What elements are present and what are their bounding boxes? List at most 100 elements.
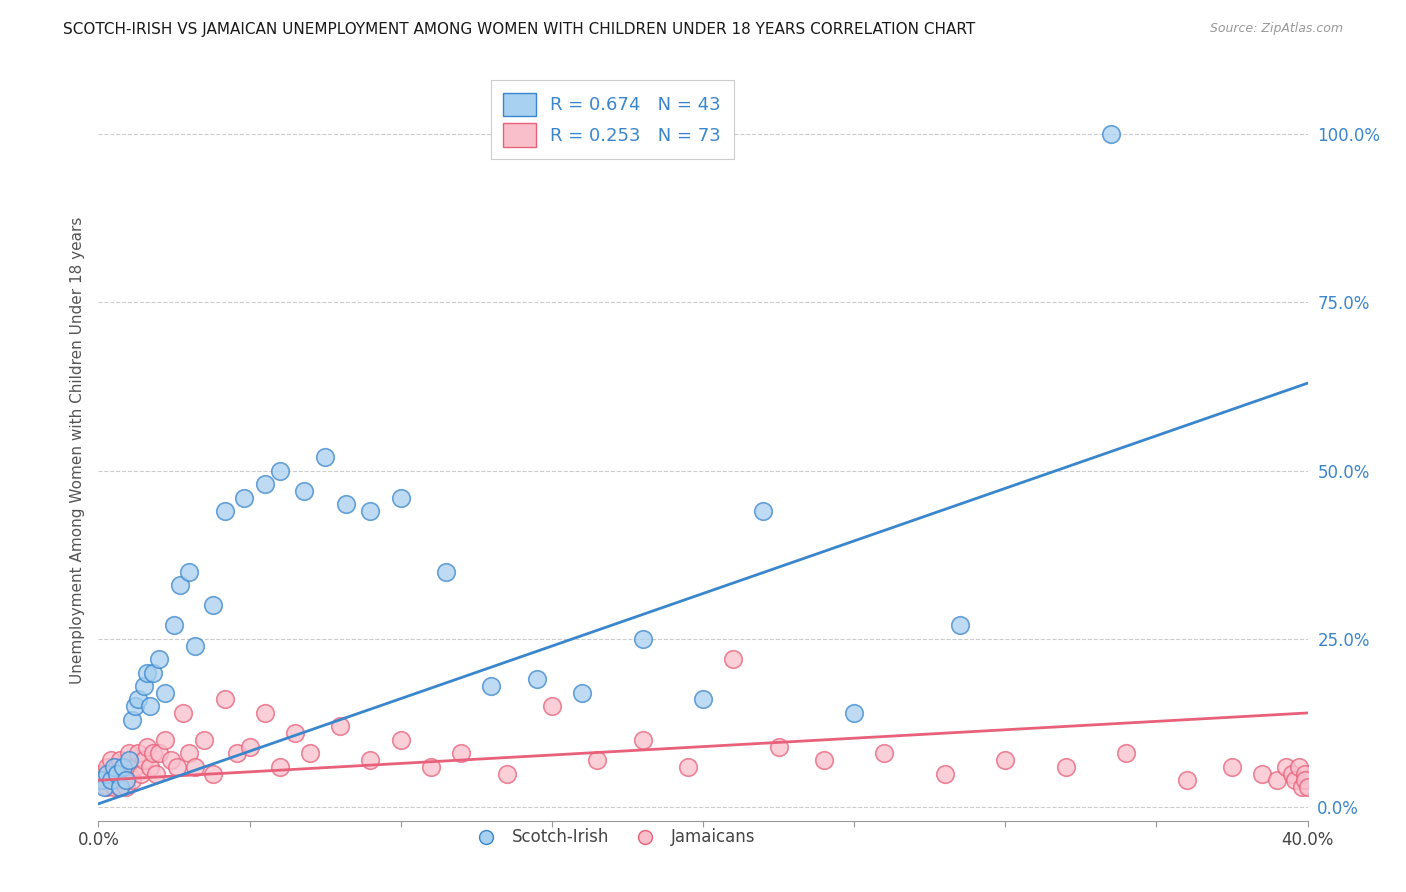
Point [1175, 773, 1198, 788]
Point [631, 732, 654, 747]
Point [253, 477, 276, 491]
Point [111, 766, 134, 780]
Point [96, 780, 118, 794]
Legend: Scotch-Irish, Jamaicans: Scotch-Irish, Jamaicans [463, 822, 762, 853]
Point [1296, 780, 1319, 794]
Point [124, 699, 146, 714]
Point [360, 504, 382, 518]
Point [723, 652, 745, 666]
Point [335, 497, 357, 511]
Point [844, 706, 866, 720]
Point [232, 491, 254, 505]
Point [121, 773, 143, 788]
Point [253, 706, 276, 720]
Point [105, 766, 128, 780]
Point [1275, 760, 1298, 774]
Point [292, 483, 315, 498]
Point [586, 753, 609, 767]
Point [214, 692, 236, 706]
Point [495, 766, 517, 780]
Point [1281, 766, 1303, 780]
Point [108, 753, 131, 767]
Point [1291, 780, 1313, 794]
Text: SCOTCH-IRISH VS JAMAICAN UNEMPLOYMENT AMONG WOMEN WITH CHILDREN UNDER 18 YEARS C: SCOTCH-IRISH VS JAMAICAN UNEMPLOYMENT AM… [63, 22, 976, 37]
Point [813, 753, 835, 767]
Point [172, 706, 194, 720]
Point [118, 766, 141, 780]
Point [111, 760, 134, 774]
Point [114, 773, 136, 788]
Point [145, 766, 167, 780]
Point [571, 686, 593, 700]
Point [103, 766, 125, 780]
Point [127, 747, 149, 761]
Y-axis label: Unemployment Among Women with Children Under 18 years: Unemployment Among Women with Children U… [69, 217, 84, 684]
Point [389, 491, 412, 505]
Point [139, 760, 162, 774]
Point [108, 780, 131, 794]
Point [1220, 760, 1243, 774]
Point [111, 773, 134, 788]
Point [1267, 773, 1289, 788]
Point [100, 773, 122, 788]
Point [202, 766, 225, 780]
Point [329, 719, 352, 733]
Text: Source: ZipAtlas.com: Source: ZipAtlas.com [1209, 22, 1343, 36]
Point [103, 780, 125, 794]
Point [434, 565, 457, 579]
Point [179, 747, 201, 761]
Point [1115, 747, 1137, 761]
Point [127, 692, 149, 706]
Point [132, 679, 155, 693]
Point [142, 665, 165, 680]
Point [129, 766, 152, 780]
Point [1099, 127, 1122, 141]
Point [114, 760, 136, 774]
Point [132, 753, 155, 767]
Point [100, 753, 122, 767]
Point [166, 760, 188, 774]
Point [153, 732, 176, 747]
Point [1251, 766, 1274, 780]
Point [193, 732, 215, 747]
Point [1054, 760, 1077, 774]
Point [360, 753, 382, 767]
Point [420, 760, 443, 774]
Point [96, 766, 118, 780]
Point [631, 632, 654, 646]
Point [93, 780, 115, 794]
Point [239, 739, 262, 754]
Point [118, 753, 141, 767]
Point [118, 747, 141, 761]
Point [202, 599, 225, 613]
Point [768, 739, 790, 754]
Point [389, 732, 412, 747]
Point [269, 464, 291, 478]
Point [1284, 773, 1306, 788]
Point [752, 504, 775, 518]
Point [148, 652, 170, 666]
Point [105, 773, 128, 788]
Point [299, 747, 322, 761]
Point [93, 773, 115, 788]
Point [934, 766, 956, 780]
Point [121, 713, 143, 727]
Point [114, 780, 136, 794]
Point [90, 766, 112, 780]
Point [269, 760, 291, 774]
Point [284, 726, 307, 740]
Point [540, 699, 562, 714]
Point [1294, 773, 1316, 788]
Point [153, 686, 176, 700]
Point [105, 760, 128, 774]
Point [692, 692, 714, 706]
Point [526, 673, 548, 687]
Point [949, 618, 972, 632]
Point [90, 773, 112, 788]
Point [100, 773, 122, 788]
Point [179, 565, 201, 579]
Point [676, 760, 699, 774]
Point [481, 679, 503, 693]
Point [1288, 760, 1310, 774]
Point [873, 747, 896, 761]
